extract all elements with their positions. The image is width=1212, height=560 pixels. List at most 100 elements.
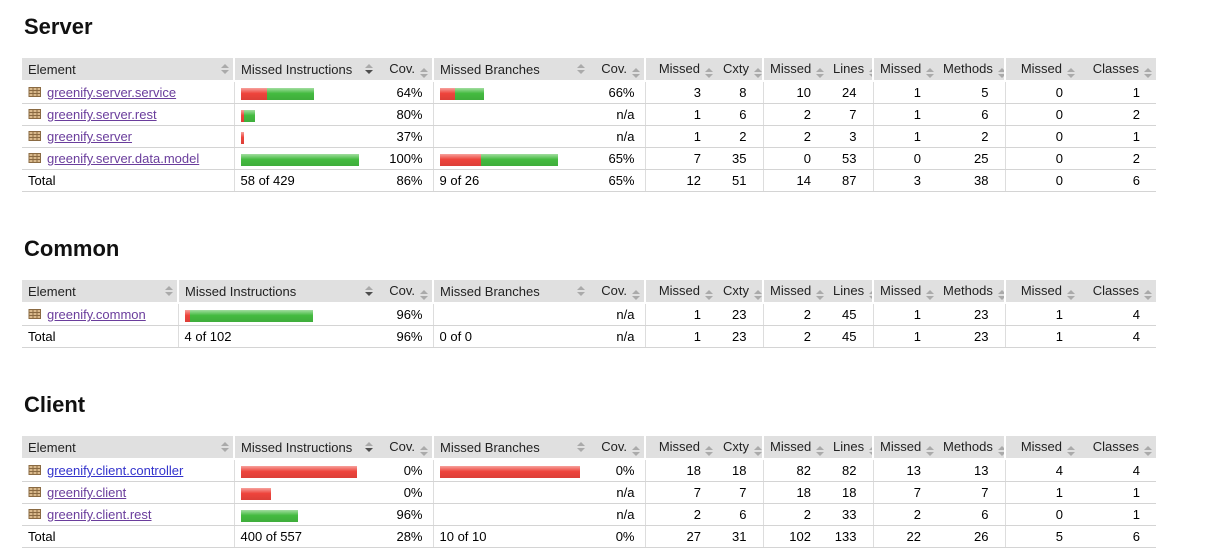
total-value-cell: 1 [644, 325, 717, 348]
value-cell: 82 [762, 459, 827, 482]
value-cell: 1 [644, 303, 717, 326]
col-header-missed-7[interactable]: Missed [762, 58, 827, 82]
col-header-missed-7[interactable]: Missed [762, 280, 827, 304]
package-icon [28, 153, 41, 163]
col-header-missed-11[interactable]: Missed [1004, 280, 1079, 304]
package-link[interactable]: greenify.server [47, 129, 133, 144]
value-cell: 2 [762, 103, 827, 126]
total-value-cell: 87 [827, 169, 873, 192]
table-row: greenify.server.service 64% 66% 3 8 10 24 1 5 0 1 [22, 81, 1156, 104]
branches-coverage-cell: n/a [589, 481, 645, 504]
table-row: greenify.common 96% n/a 1 23 2 45 1 23 1 4 [22, 303, 1156, 326]
sort-both-icon [754, 289, 762, 300]
col-header-missed-instructions-1[interactable]: Missed Instructions [233, 58, 377, 82]
col-header-classes-12[interactable]: Classes [1079, 280, 1156, 304]
col-header-cxty-6[interactable]: Cxty [717, 58, 763, 82]
total-branches-cell: 0 of 0 [432, 325, 589, 348]
value-cell: 7 [717, 481, 763, 504]
instructions-covered-bar [243, 109, 255, 122]
sort-both-icon [754, 445, 762, 456]
total-row: Total 58 of 429 86% 9 of 26 65% 12 51 14 87 3 38 0 6 [22, 169, 1156, 192]
total-instructions-cell: 4 of 102 [177, 325, 377, 348]
sort-both-icon [926, 67, 935, 78]
package-link[interactable]: greenify.client [47, 485, 127, 500]
col-header-missed-branches-3[interactable]: Missed Branches [432, 436, 589, 460]
instructions-coverage-cell: 37% [377, 125, 433, 148]
package-link[interactable]: greenify.server.rest [47, 107, 157, 122]
col-header-element-0[interactable]: Element [22, 58, 234, 82]
value-cell: 0 [1004, 81, 1079, 104]
package-icon [28, 465, 41, 475]
col-header-lines-8[interactable]: Lines [827, 436, 873, 460]
instructions-covered-bar [240, 153, 359, 166]
col-header-missed-11[interactable]: Missed [1004, 58, 1079, 82]
col-header-cov-2[interactable]: Cov. [377, 436, 433, 460]
col-header-missed-9[interactable]: Missed [872, 58, 937, 82]
sort-both-icon [165, 286, 173, 296]
col-header-lines-8[interactable]: Lines [827, 58, 873, 82]
col-header-cov-4[interactable]: Cov. [589, 280, 645, 304]
col-header-missed-5[interactable]: Missed [644, 436, 717, 460]
total-instructions-cell: 58 of 429 [233, 169, 377, 192]
col-header-element-0[interactable]: Element [22, 436, 234, 460]
sort-both-icon [705, 67, 713, 78]
col-header-cxty-6[interactable]: Cxty [717, 436, 763, 460]
col-header-element-0[interactable]: Element [22, 280, 178, 304]
total-value-cell: 12 [644, 169, 717, 192]
total-value-cell: 22 [872, 525, 937, 548]
col-header-methods-10[interactable]: Methods [937, 436, 1005, 460]
col-header-cxty-6[interactable]: Cxty [717, 280, 763, 304]
coverage-section: Common Element Missed Instructions Cov. Mis… [22, 236, 1212, 348]
col-header-missed-7[interactable]: Missed [762, 436, 827, 460]
col-header-missed-9[interactable]: Missed [872, 436, 937, 460]
col-header-methods-10[interactable]: Methods [937, 280, 1005, 304]
sort-both-icon [816, 289, 825, 300]
col-header-classes-12[interactable]: Classes [1079, 436, 1156, 460]
table-row: greenify.server 37% n/a 1 2 2 3 1 2 0 1 [22, 125, 1156, 148]
value-cell: 2 [1079, 103, 1156, 126]
value-cell: 2 [937, 125, 1005, 148]
value-cell: 0 [872, 147, 937, 170]
col-header-missed-5[interactable]: Missed [644, 58, 717, 82]
col-header-missed-11[interactable]: Missed [1004, 436, 1079, 460]
total-value-cell: 1 [1004, 325, 1079, 348]
col-header-cov-2[interactable]: Cov. [377, 280, 433, 304]
section-title: Common [24, 236, 120, 261]
coverage-table: Element Missed Instructions Cov. Missed Bra… [22, 58, 1156, 192]
sort-both-icon [577, 64, 585, 74]
col-header-missed-5[interactable]: Missed [644, 280, 717, 304]
col-header-missed-branches-3[interactable]: Missed Branches [432, 280, 589, 304]
col-header-cov-4[interactable]: Cov. [589, 58, 645, 82]
missed-instructions-cell [233, 503, 377, 526]
col-header-label: Missed [770, 60, 812, 76]
col-header-missed-instructions-1[interactable]: Missed Instructions [177, 280, 377, 304]
value-cell: 1 [1004, 481, 1079, 504]
col-header-cov-2[interactable]: Cov. [377, 58, 433, 82]
package-link[interactable]: greenify.client.rest [47, 507, 152, 522]
sort-both-icon [632, 67, 640, 78]
table-footer: Total 58 of 429 86% 9 of 26 65% 12 51 14 87 3 38 0 6 [22, 169, 1156, 192]
col-header-cov-4[interactable]: Cov. [589, 436, 645, 460]
package-link[interactable]: greenify.client.controller [47, 463, 184, 478]
sort-both-icon [869, 445, 873, 456]
col-header-missed-instructions-1[interactable]: Missed Instructions [233, 436, 377, 460]
table-body: greenify.client.controller 0% 0% 18 18 82 82 13… [22, 459, 1156, 526]
col-header-methods-10[interactable]: Methods [937, 58, 1005, 82]
total-value-cell: 4 [1079, 325, 1156, 348]
col-header-lines-8[interactable]: Lines [827, 280, 873, 304]
branches-missed-bar [439, 465, 580, 478]
instructions-coverage-cell: 0% [377, 481, 433, 504]
col-header-label: Missed Instructions [241, 61, 353, 77]
value-cell: 2 [762, 125, 827, 148]
package-link[interactable]: greenify.common [47, 307, 146, 322]
sort-both-icon [420, 67, 428, 78]
col-header-missed-branches-3[interactable]: Missed Branches [432, 58, 589, 82]
col-header-label: Missed Instructions [241, 439, 353, 455]
col-header-missed-9[interactable]: Missed [872, 280, 937, 304]
total-value-cell: 26 [937, 525, 1005, 548]
sort-both-icon [926, 289, 935, 300]
package-link[interactable]: greenify.server.service [47, 85, 177, 100]
package-link[interactable]: greenify.server.data.model [47, 151, 200, 166]
col-header-classes-12[interactable]: Classes [1079, 58, 1156, 82]
sort-both-icon [997, 67, 1005, 78]
